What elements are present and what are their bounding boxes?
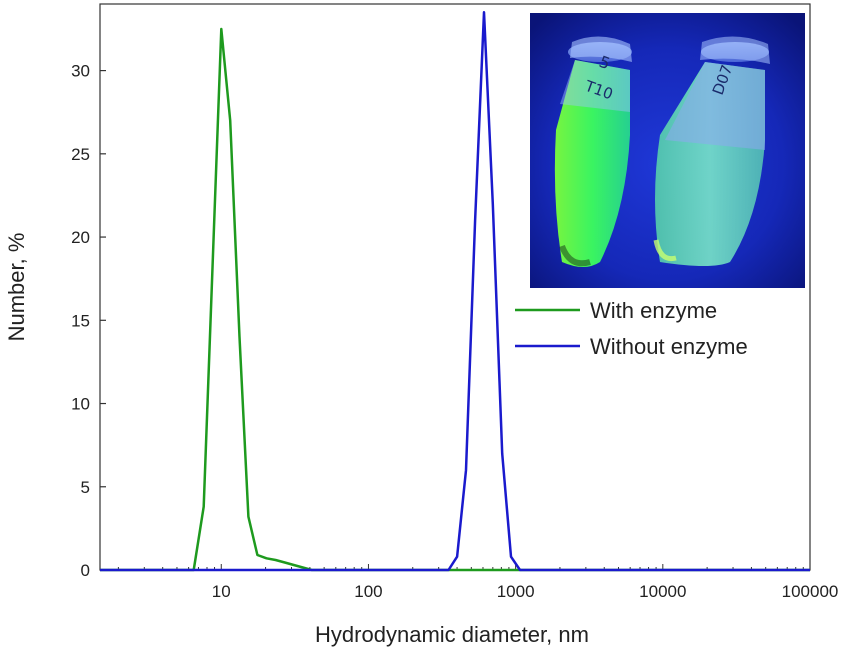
x-axis-title: Hydrodynamic diameter, nm — [315, 622, 589, 647]
y-tick-label: 0 — [81, 561, 90, 580]
series-line-without-enzyme — [100, 11, 810, 572]
x-tick-label: 100000 — [782, 582, 839, 601]
legend: With enzyme Without enzyme — [515, 298, 748, 359]
y-tick-label: 20 — [71, 228, 90, 247]
x-tick-label: 100 — [354, 582, 382, 601]
x-tick-label: 10 — [212, 582, 231, 601]
legend-label-without-enzyme: Without enzyme — [590, 334, 748, 359]
tube-with-enzyme-icon: 5 T10 — [554, 36, 632, 267]
y-tick-label: 25 — [71, 145, 90, 164]
legend-label-with-enzyme: With enzyme — [590, 298, 717, 323]
inset-photo: 5 T10 D07 — [530, 13, 805, 288]
y-tick-label: 30 — [71, 62, 90, 81]
series-line-with-enzyme — [100, 27, 810, 572]
y-axis-title: Number, % — [4, 233, 29, 342]
y-axis: 0 5 10 15 20 25 30 — [71, 62, 106, 580]
y-tick-label: 5 — [81, 478, 90, 497]
x-tick-label: 1000 — [497, 582, 535, 601]
tube-without-enzyme-icon: D07 — [653, 36, 770, 266]
x-tick-label: 10000 — [639, 582, 686, 601]
series-layer — [100, 11, 810, 572]
y-tick-label: 15 — [71, 311, 90, 330]
y-tick-label: 10 — [71, 395, 90, 414]
x-axis: 10 100 1000 10000 100000 — [117, 564, 839, 601]
